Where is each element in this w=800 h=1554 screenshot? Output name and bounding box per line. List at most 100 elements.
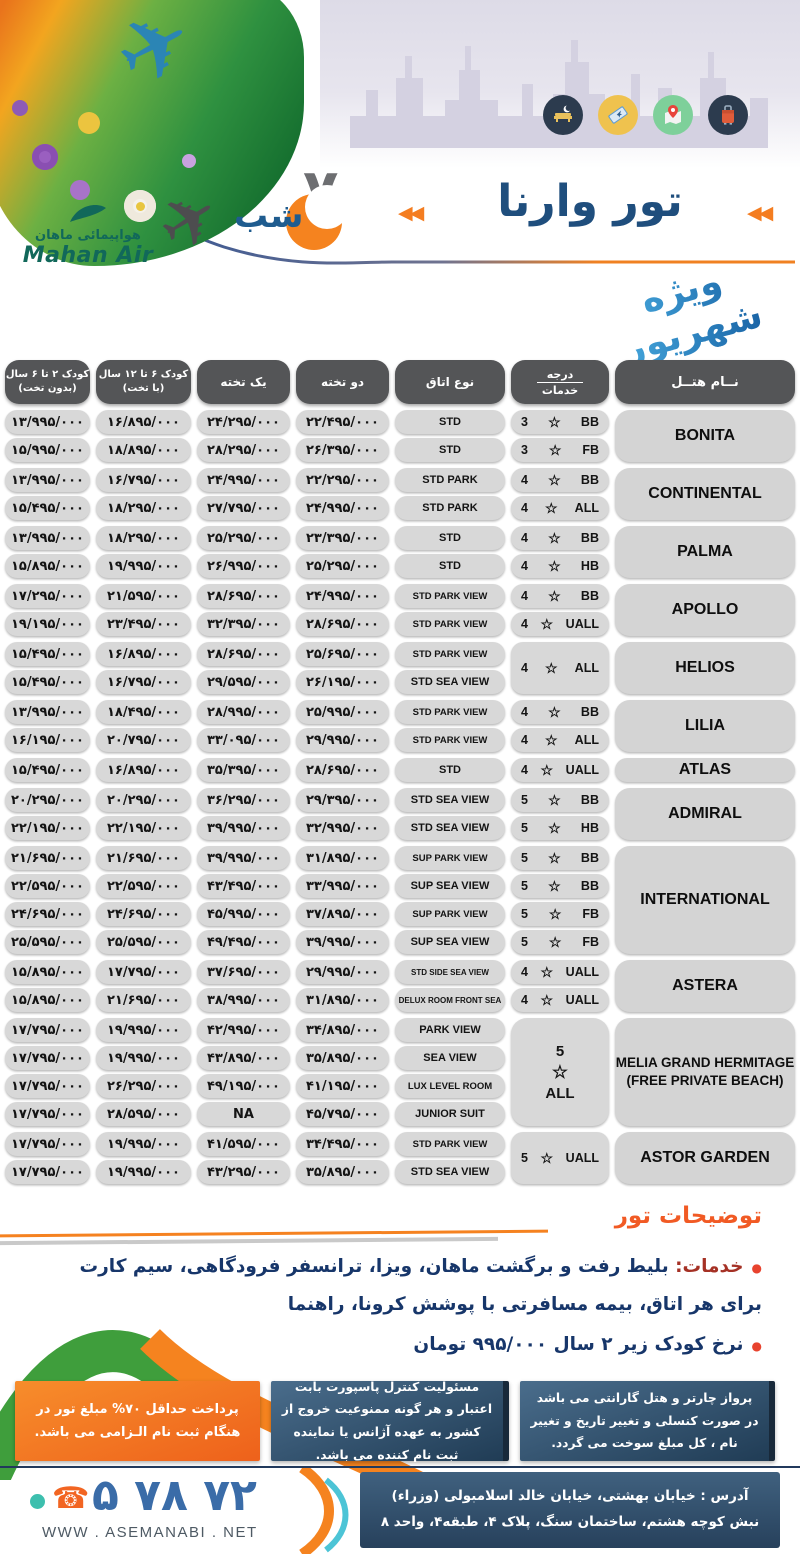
- service-plan: ALL: [574, 733, 599, 747]
- hotel-name-line: ASTOR GARDEN: [640, 1148, 770, 1166]
- table-row: 4 ☆ HB STD ۲۵/۲۹۵/۰۰۰ ۲۶/۹۹۵/۰۰۰ ۱۹/۹۹۵/۰۰۰ ۱۵/…: [5, 554, 609, 578]
- hotel-rows: 4 ☆ BB STD ۲۳/۳۹۵/۰۰۰ ۲۵/۲۹۵/۰۰۰ ۱۸/۲۹۵/۰۰۰ ۱۳/…: [5, 526, 609, 578]
- star-icon: ☆: [548, 471, 561, 488]
- price-child-with-bed: ۲۸/۵۹۵/۰۰۰: [96, 1102, 191, 1126]
- hotel-group: MELIA GRAND HERMITAGE (FREE PRIVATE BEACH…: [5, 1018, 795, 1126]
- price-double: ۳۵/۸۹۵/۰۰۰: [296, 1046, 389, 1070]
- hotel-name: ATLAS: [615, 758, 795, 782]
- table-row: STD PARK VIEW ۳۴/۴۹۵/۰۰۰ ۴۱/۵۹۵/۰۰۰ ۱۹/۹۹۵/…: [5, 1132, 505, 1156]
- title-left-arrows-icon: ◀◀: [398, 202, 424, 224]
- hotel-rows: 5 ☆ BB SUP PARK VIEW ۳۱/۸۹۵/۰۰۰ ۳۹/۹۹۵/۰۰۰ ۲۱/…: [5, 846, 609, 954]
- service-plan: ALL: [574, 661, 599, 675]
- service-plan: BB: [580, 793, 599, 807]
- table-row: 5 ☆ HB STD SEA VIEW ۳۲/۹۹۵/۰۰۰ ۳۹/۹۹۵/۰۰۰ ۲۲/۱…: [5, 816, 609, 840]
- table-row: 4 ☆ BB STD PARK VIEW ۲۵/۹۹۵/۰۰۰ ۲۸/۹۹۵/۰۰۰ ۱۸/…: [5, 700, 609, 724]
- table-row: 4 ☆ BB STD PARK ۲۲/۲۹۵/۰۰۰ ۲۴/۹۹۵/۰۰۰ ۱۶/۷۹۵/۰…: [5, 468, 609, 492]
- room-type: STD PARK VIEW: [395, 612, 505, 636]
- note-infant-rate: ●نرخ کودک زیر ۲ سال ۹۹۵/۰۰۰ تومان: [413, 1333, 762, 1355]
- service-degree-cell: 3 ☆ BB: [511, 410, 609, 434]
- hotel-name: INTERNATIONAL: [615, 846, 795, 954]
- hotel-group: INTERNATIONAL 5 ☆ BB SUP PARK VIEW ۳۱/۸۹۵/۰۰۰…: [5, 846, 795, 954]
- header-service-degree: درجه خدمات: [511, 360, 609, 404]
- degree-number: 4: [521, 617, 528, 631]
- phone-icon: ☎: [52, 1481, 90, 1516]
- service-plan: UALL: [565, 993, 599, 1007]
- hotel-rows: 3 ☆ BB STD ۲۲/۴۹۵/۰۰۰ ۲۴/۲۹۵/۰۰۰ ۱۶/۸۹۵/۰۰۰ ۱۳/…: [5, 410, 609, 462]
- hotel-name-line: LILIA: [685, 716, 725, 734]
- hotel-group: ASTERA 4 ☆ UALL STD SIDE SEA VIEW ۲۹/۹۹۵/۰۰۰ ۳…: [5, 960, 795, 1012]
- hotel-name-line: BONITA: [674, 426, 736, 444]
- price-single: ۴۳/۸۹۵/۰۰۰: [197, 1046, 290, 1070]
- price-child-with-bed: ۲۱/۶۹۵/۰۰۰: [96, 988, 191, 1012]
- table-row: 4 ☆ UALL STD SIDE SEA VIEW ۲۹/۹۹۵/۰۰۰ ۳۷/۶۹۵/…: [5, 960, 609, 984]
- room-type: STD: [395, 438, 505, 462]
- service-plan: UALL: [565, 617, 599, 631]
- price-single: ۴۱/۵۹۵/۰۰۰: [197, 1132, 290, 1156]
- service-plan: BB: [580, 705, 599, 719]
- hotel-name-line: CONTINENTAL: [648, 484, 762, 502]
- price-child-no-bed: ۲۵/۵۹۵/۰۰۰: [5, 930, 90, 954]
- purple-flower: [12, 100, 28, 116]
- price-single: ۲۴/۲۹۵/۰۰۰: [197, 410, 290, 434]
- table-row: 4 ☆ UALL STD ۲۸/۶۹۵/۰۰۰ ۳۵/۳۹۵/۰۰۰ ۱۶/۸۹۵/۰۰۰ ۱…: [5, 758, 609, 782]
- table-row: 4 ☆ ALL STD PARK ۲۴/۹۹۵/۰۰۰ ۲۷/۷۹۵/۰۰۰ ۱۸/۲۹۵/…: [5, 496, 609, 520]
- price-child-with-bed: ۲۴/۶۹۵/۰۰۰: [96, 902, 191, 926]
- hotel-name-line: ASTERA: [672, 976, 738, 994]
- price-double: ۲۶/۱۹۵/۰۰۰: [296, 670, 389, 694]
- header-hotel-name: نــام هتــل: [615, 360, 795, 404]
- price-single: ۴۳/۴۹۵/۰۰۰: [197, 874, 290, 898]
- service-plan: BB: [580, 851, 599, 865]
- star-icon: ☆: [540, 963, 554, 980]
- service-plan: FB: [582, 935, 599, 949]
- star-icon: ☆: [548, 557, 561, 574]
- hotel-name: LILIA: [615, 700, 795, 752]
- star-icon: ☆: [548, 413, 561, 430]
- room-type: STD: [395, 410, 505, 434]
- price-child-no-bed: ۱۳/۹۹۵/۰۰۰: [5, 468, 90, 492]
- charter-condition-box: پرواز چارتر و هتل گارانتی می باشد در صور…: [520, 1381, 775, 1461]
- price-child-no-bed: ۱۵/۸۹۵/۰۰۰: [5, 554, 90, 578]
- room-type: STD PARK VIEW: [395, 584, 505, 608]
- room-type: STD SEA VIEW: [395, 670, 505, 694]
- price-child-no-bed: ۲۰/۲۹۵/۰۰۰: [5, 788, 90, 812]
- price-double: ۲۹/۳۹۵/۰۰۰: [296, 788, 389, 812]
- table-row: 4 ☆ BB STD ۲۳/۳۹۵/۰۰۰ ۲۵/۲۹۵/۰۰۰ ۱۸/۲۹۵/۰۰۰ ۱۳/…: [5, 526, 609, 550]
- price-single: ۲۹/۵۹۵/۰۰۰: [197, 670, 290, 694]
- price-child-with-bed: ۱۷/۷۹۵/۰۰۰: [96, 960, 191, 984]
- price-child-no-bed: ۲۲/۱۹۵/۰۰۰: [5, 816, 90, 840]
- address-line2: نبش کوچه هشتم، ساختمان سنگ، پلاک ۴، طبقه…: [380, 1514, 760, 1531]
- degree-number: 3: [521, 415, 528, 429]
- price-child-with-bed: ۱۹/۹۹۵/۰۰۰: [96, 1132, 191, 1156]
- title-right-arrows-icon: ◀◀: [747, 202, 773, 224]
- service-degree-cell: 4 ☆ BB: [511, 468, 609, 492]
- service-degree-cell: 4 ☆ BB: [511, 584, 609, 608]
- service-degree-cell: 4 ☆ BB: [511, 700, 609, 724]
- room-type: SUP PARK VIEW: [395, 846, 505, 870]
- service-plan: BB: [580, 473, 599, 487]
- price-single: ۳۷/۶۹۵/۰۰۰: [197, 960, 290, 984]
- table-row: JUNIOR SUIT ۴۵/۷۹۵/۰۰۰ NA ۲۸/۵۹۵/۰۰۰ ۱۷/۷۹۵/…: [5, 1102, 505, 1126]
- footer-divider: [0, 1466, 800, 1468]
- price-double: ۳۵/۸۹۵/۰۰۰: [296, 1160, 389, 1184]
- room-type: STD PARK: [395, 468, 505, 492]
- price-child-no-bed: ۱۵/۸۹۵/۰۰۰: [5, 960, 90, 984]
- service-plan: BB: [580, 879, 599, 893]
- luggage-icon: [708, 95, 748, 135]
- hotel-rows: 4 ☆ BB STD PARK VIEW ۲۵/۹۹۵/۰۰۰ ۲۸/۹۹۵/۰۰۰ ۱۸/…: [5, 700, 609, 752]
- hotel-name-line: ADMIRAL: [668, 804, 742, 822]
- price-single: ۲۸/۶۹۵/۰۰۰: [197, 642, 290, 666]
- service-degree-cell: 5 ☆ ALL: [511, 1018, 609, 1126]
- price-double: ۳۷/۸۹۵/۰۰۰: [296, 902, 389, 926]
- hotel-rows: 4 ☆ BB STD PARK ۲۲/۲۹۵/۰۰۰ ۲۴/۹۹۵/۰۰۰ ۱۶/۷۹۵/۰…: [5, 468, 609, 520]
- flower-center: [136, 202, 145, 211]
- service-degree-cell: 5 ☆ BB: [511, 846, 609, 870]
- mahan-air-name-en: Mahan Air: [22, 243, 154, 268]
- service-plan: UALL: [565, 1151, 599, 1165]
- degree-number: 5: [521, 851, 528, 865]
- star-icon: ☆: [548, 441, 562, 458]
- service-degree-cell: 3 ☆ FB: [511, 438, 609, 462]
- table-row: PARK VIEW ۳۴/۸۹۵/۰۰۰ ۴۲/۹۹۵/۰۰۰ ۱۹/۹۹۵/۰۰۰ ۱…: [5, 1018, 505, 1042]
- header-child-with-bed: کودک ۶ تا ۱۲ سال (با تخت): [96, 360, 191, 404]
- price-child-with-bed: ۱۹/۹۹۵/۰۰۰: [96, 554, 191, 578]
- degree-number: 4: [521, 531, 528, 545]
